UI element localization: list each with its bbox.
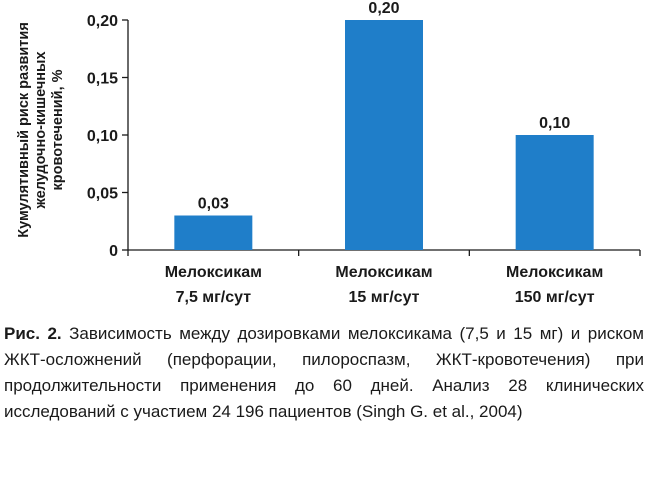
x-tick-label: Мелоксикам xyxy=(165,264,262,281)
y-axis-label-line: желудочно-кишечных xyxy=(33,51,49,209)
x-tick-label: 15 мг/сут xyxy=(348,289,419,306)
y-axis-label-line: кровотечений, % xyxy=(50,69,66,190)
caption-lead: Рис. 2. xyxy=(4,324,62,343)
y-tick-label: 0,20 xyxy=(87,13,118,30)
y-tick-label: 0,10 xyxy=(87,128,118,145)
bar xyxy=(345,20,423,250)
caption-text: Зависимость между дозировками мелоксикам… xyxy=(4,324,644,421)
y-tick-label: 0,05 xyxy=(87,186,118,203)
y-axis-label-line: Кумулятивный риск развития xyxy=(16,22,32,238)
x-tick-label: Мелоксикам xyxy=(335,264,432,281)
bar xyxy=(174,215,253,250)
x-tick-label: 7,5 мг/сут xyxy=(176,289,252,306)
y-tick-label: 0 xyxy=(109,243,118,260)
data-label: 0,03 xyxy=(198,196,229,213)
data-label: 0,10 xyxy=(539,115,570,132)
y-tick-label: 0,15 xyxy=(87,71,118,88)
figure-caption: Рис. 2. Зависимость между дозировками ме… xyxy=(4,321,644,425)
data-label: 0,20 xyxy=(368,0,399,17)
y-axis-label: Кумулятивный риск развития желудочно-кише… xyxy=(16,22,66,238)
bar-chart: Кумулятивный риск развития желудочно-кише… xyxy=(16,0,641,306)
x-tick-label: 150 мг/сут xyxy=(515,289,595,306)
x-tick-label: Мелоксикам xyxy=(506,264,603,281)
bar xyxy=(515,135,594,250)
